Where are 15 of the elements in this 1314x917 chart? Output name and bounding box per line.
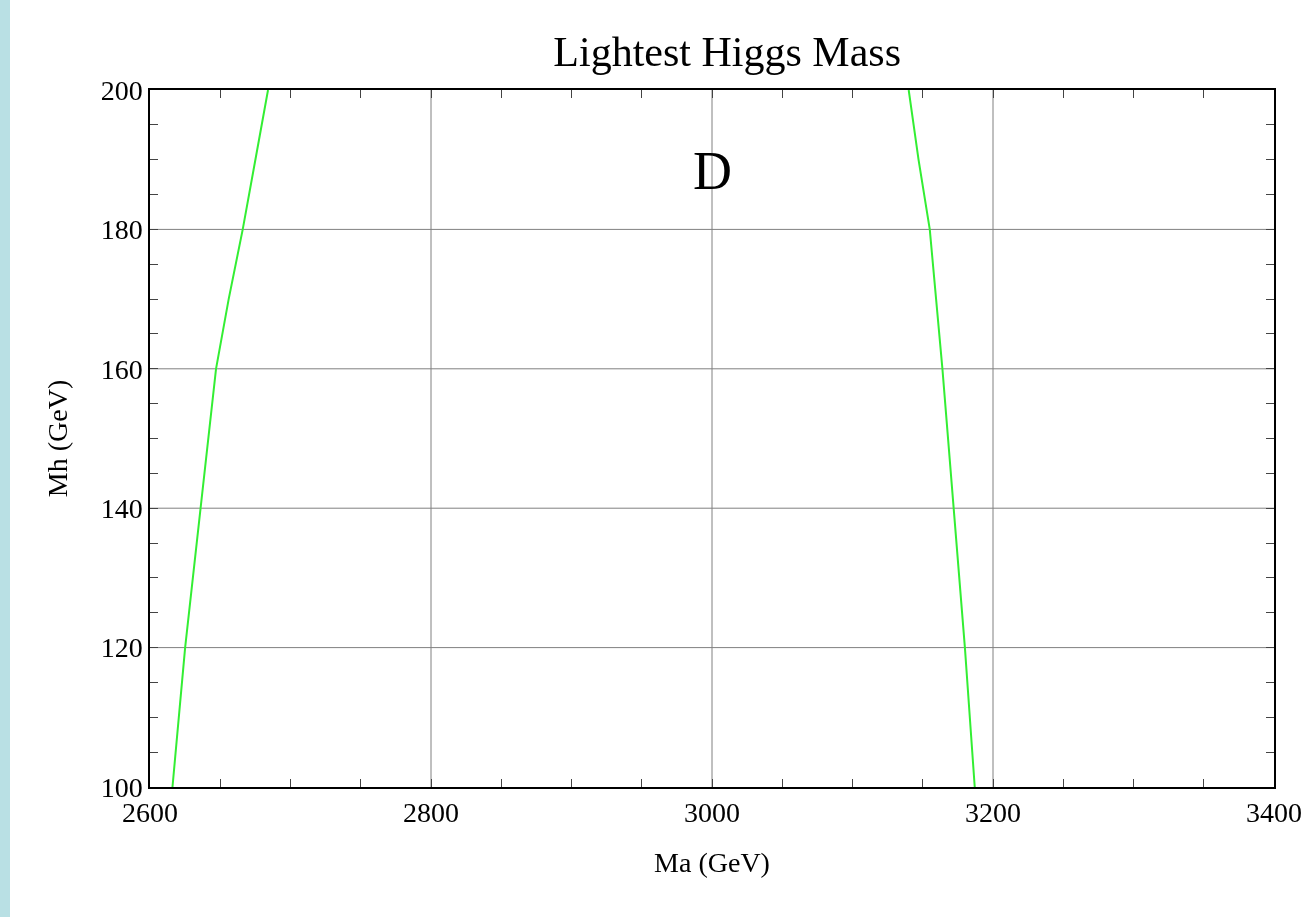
x-axis-title: Ma (GeV) [654,846,770,878]
x-tick-label: 2800 [403,797,459,829]
y-tick-label: 160 [100,353,143,385]
y-tick-label: 200 [100,74,143,106]
line-series [907,90,976,787]
y-tick-label: 120 [100,632,143,664]
y-tick-label: 140 [100,493,143,524]
y-tick-label: 180 [100,214,143,246]
chart-title: Lightest Higgs Mass [553,29,902,76]
y-axis-title: Mh (GeV) [41,379,73,498]
x-tick-label: 3200 [965,797,1021,829]
x-tick-label: 3000 [684,797,740,829]
line-series [171,90,270,787]
annotation: D [693,141,732,201]
x-tick-label: 3400 [1246,797,1302,829]
